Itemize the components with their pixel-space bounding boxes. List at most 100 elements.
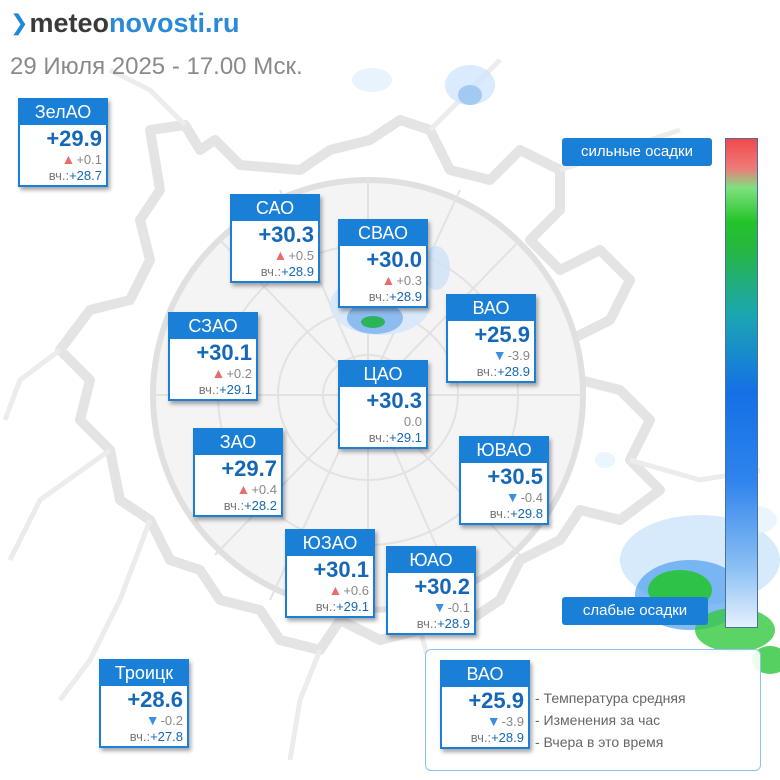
change-value: -0.4 <box>520 490 543 505</box>
change-value: +0.5 <box>288 248 314 263</box>
hourly-change: ▲+0.5 <box>232 247 318 263</box>
yesterday-row: вч.:+28.2 <box>195 497 281 515</box>
trend-up-icon: ▲ <box>211 365 226 381</box>
change-value: -0.2 <box>160 713 183 728</box>
legend-line-change: - Изменения за час <box>535 712 661 728</box>
trend-down-icon: ▼ <box>145 712 160 728</box>
yesterday-value: +29.8 <box>510 506 543 521</box>
hourly-change: ▼-0.2 <box>101 712 187 728</box>
temperature-value: +29.7 <box>221 456 277 481</box>
district-card[interactable]: ЗелАО +29.9 ▲+0.1 вч.:+28.7 <box>18 98 108 187</box>
temperature-value: +25.9 <box>474 322 530 347</box>
yesterday-value: +28.9 <box>491 730 524 745</box>
district-name: СЗАО <box>170 314 256 339</box>
logo-text-meteo: meteo <box>29 8 109 38</box>
change-value: +0.6 <box>343 583 369 598</box>
trend-down-icon: ▼ <box>505 489 520 505</box>
logo-text-novosti: novosti.ru <box>108 8 240 38</box>
district-card[interactable]: ЮЗАО +30.1 ▲+0.6 вч.:+29.1 <box>285 529 375 618</box>
change-value: +0.1 <box>76 152 102 167</box>
yesterday-value: +28.9 <box>497 364 530 379</box>
district-card[interactable]: ЮАО +30.2 ▼-0.1 вч.:+28.9 <box>386 546 476 635</box>
change-value: +0.4 <box>251 482 277 497</box>
yesterday-row: вч.:+29.8 <box>461 505 547 523</box>
district-card[interactable]: СЗАО +30.1 ▲+0.2 вч.:+29.1 <box>168 312 258 401</box>
district-card[interactable]: ЦАО +30.3 0.0 вч.:+29.1 <box>338 360 428 449</box>
yesterday-prefix: вч.: <box>260 264 282 279</box>
yesterday-row: вч.:+28.9 <box>442 729 528 747</box>
yesterday-row: вч.:+29.1 <box>170 381 256 399</box>
yesterday-row: вч.:+28.9 <box>232 263 318 281</box>
district-name: ЦАО <box>340 362 426 387</box>
legend-line-temperature: - Температура средняя <box>535 690 686 706</box>
change-value: +0.2 <box>226 366 252 381</box>
yesterday-value: +29.1 <box>219 382 252 397</box>
yesterday-row: вч.:+28.9 <box>388 615 474 633</box>
weak-precip-label: слабые осадки <box>562 597 708 625</box>
change-value: -3.9 <box>501 714 524 729</box>
hourly-change: ▲+0.2 <box>170 365 256 381</box>
trend-up-icon: ▲ <box>328 582 343 598</box>
yesterday-prefix: вч.: <box>368 430 390 445</box>
temperature-value: +28.6 <box>127 687 183 712</box>
district-name: ЮВАО <box>461 438 547 463</box>
district-card[interactable]: СВАО +30.0 ▲+0.3 вч.:+28.9 <box>338 219 428 308</box>
trend-down-icon: ▼ <box>492 347 507 363</box>
yesterday-value: +28.7 <box>69 168 102 183</box>
change-value: -0.1 <box>447 600 470 615</box>
district-name: СВАО <box>340 221 426 246</box>
hourly-change: ▲+0.4 <box>195 481 281 497</box>
yesterday-row: вч.:+28.9 <box>448 363 534 381</box>
trend-up-icon: ▲ <box>236 481 251 497</box>
district-card[interactable]: ВАО +25.9 ▼-3.9 вч.:+28.9 <box>446 294 536 383</box>
yesterday-row: вч.:+27.8 <box>101 728 187 746</box>
hourly-change: ▲+0.1 <box>20 151 106 167</box>
district-name: Троицк <box>101 661 187 686</box>
yesterday-prefix: вч.: <box>489 506 511 521</box>
yesterday-prefix: вч.: <box>368 289 390 304</box>
hourly-change: ▲+0.3 <box>340 272 426 288</box>
trend-up-icon: ▲ <box>381 272 396 288</box>
district-card[interactable]: Троицк +28.6 ▼-0.2 вч.:+27.8 <box>99 659 189 748</box>
yesterday-row: вч.:+28.7 <box>20 167 106 185</box>
logo-mark-icon: ❯ <box>10 10 29 35</box>
yesterday-value: +28.2 <box>244 498 277 513</box>
date-time-subtitle: 29 Июля 2025 - 17.00 Мск. <box>10 53 303 80</box>
temperature-value: +30.1 <box>196 340 252 365</box>
hourly-change: ▼-3.9 <box>442 713 528 729</box>
yesterday-value: +28.9 <box>437 616 470 631</box>
district-name: ЮЗАО <box>287 531 373 556</box>
yesterday-prefix: вч.: <box>315 599 337 614</box>
yesterday-prefix: вч.: <box>129 729 151 744</box>
hourly-change: 0.0 <box>340 413 426 429</box>
hourly-change: ▼-3.9 <box>448 347 534 363</box>
yesterday-value: +29.1 <box>389 430 422 445</box>
temperature-value: +30.2 <box>414 574 470 599</box>
site-logo[interactable]: ❯meteonovosti.ru <box>10 8 239 39</box>
hourly-change: ▼-0.4 <box>461 489 547 505</box>
trend-down-icon: ▼ <box>486 713 501 729</box>
temperature-value: +30.3 <box>258 222 314 247</box>
hourly-change: ▼-0.1 <box>388 599 474 615</box>
yesterday-value: +27.8 <box>150 729 183 744</box>
district-name: ЗАО <box>195 430 281 455</box>
district-card[interactable]: ЮВАО +30.5 ▼-0.4 вч.:+29.8 <box>459 436 549 525</box>
district-name: ЮАО <box>388 548 474 573</box>
yesterday-prefix: вч.: <box>48 168 70 183</box>
district-card[interactable]: САО +30.3 ▲+0.5 вч.:+28.9 <box>230 194 320 283</box>
district-name: ВАО <box>448 296 534 321</box>
hourly-change: ▲+0.6 <box>287 582 373 598</box>
trend-down-icon: ▼ <box>432 599 447 615</box>
yesterday-value: +28.9 <box>389 289 422 304</box>
temperature-value: +25.9 <box>468 688 524 713</box>
temperature-value: +30.5 <box>487 464 543 489</box>
temperature-value: +30.0 <box>366 247 422 272</box>
yesterday-prefix: вч.: <box>223 498 245 513</box>
yesterday-row: вч.:+29.1 <box>340 429 426 447</box>
district-card[interactable]: ЗАО +29.7 ▲+0.4 вч.:+28.2 <box>193 428 283 517</box>
legend-sample-card: ВАО +25.9 ▼-3.9 вч.:+28.9 <box>440 660 530 749</box>
district-name: САО <box>232 196 318 221</box>
change-value: -3.9 <box>507 348 530 363</box>
change-value: 0.0 <box>403 414 422 429</box>
district-name: ВАО <box>442 662 528 687</box>
